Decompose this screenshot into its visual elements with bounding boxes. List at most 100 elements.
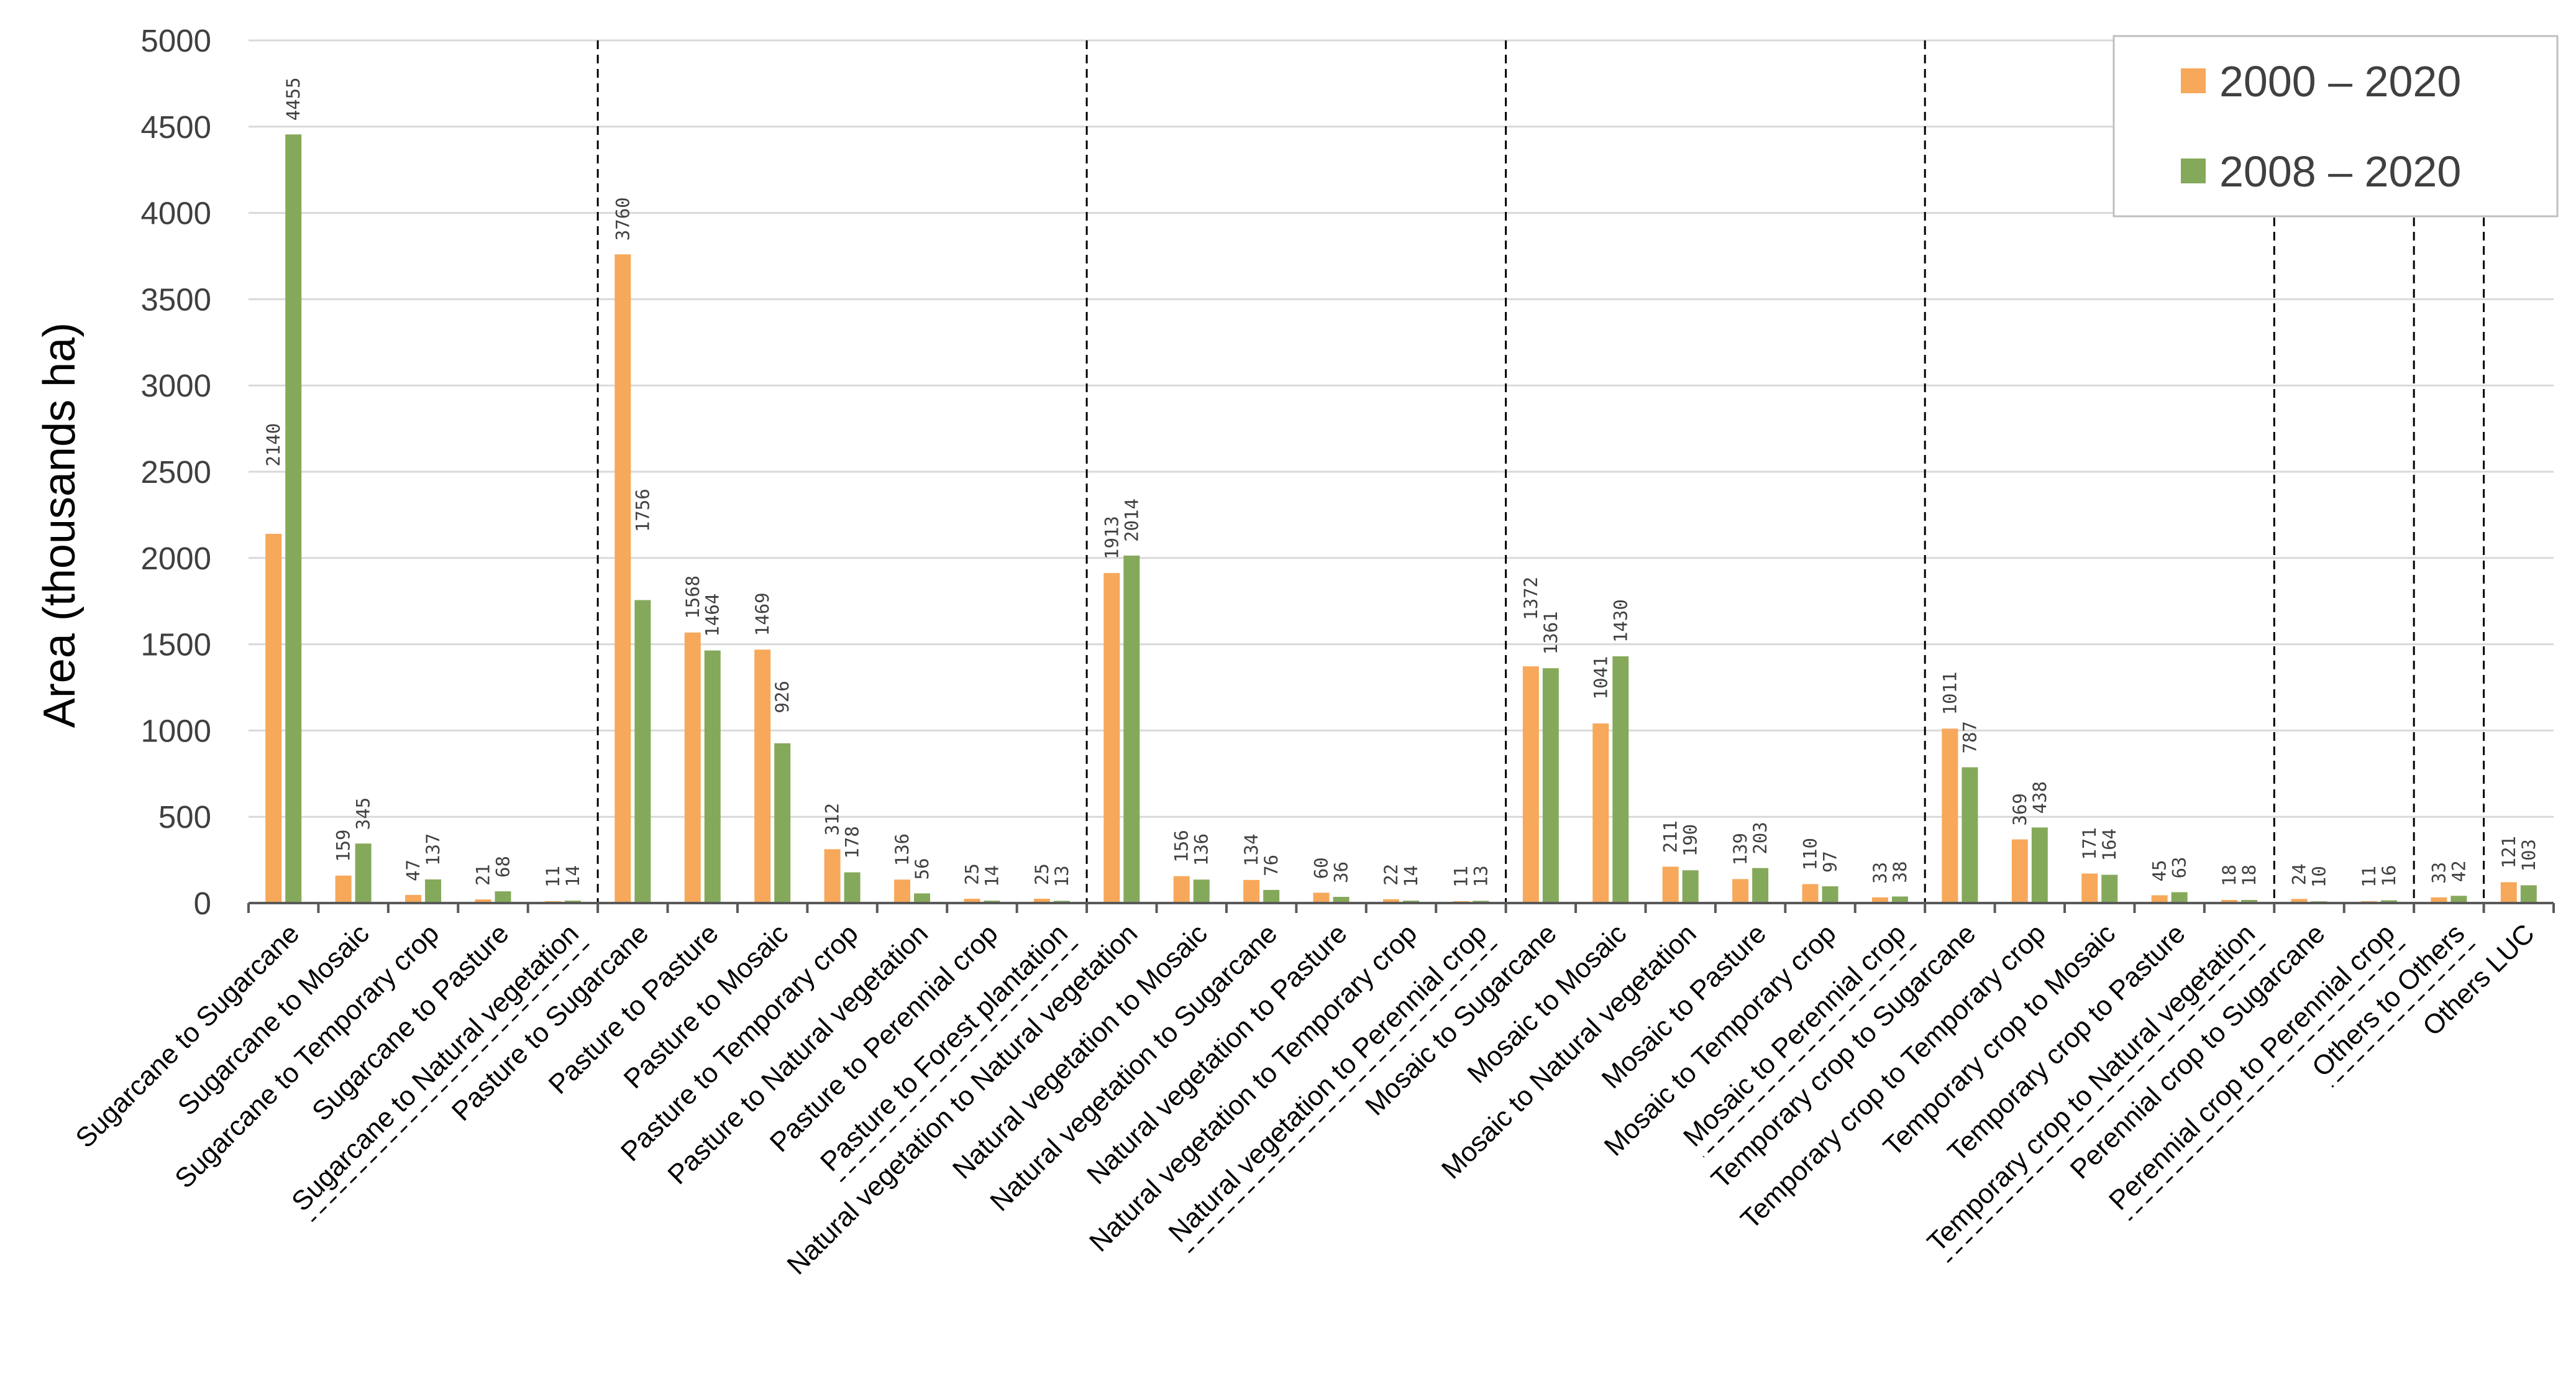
data-label-others-luc-2000-2020: 121	[2498, 836, 2519, 868]
bar-sugarcane-to-sugarcane-2000-2020	[265, 533, 282, 903]
data-label-others-to-others-2008-2020: 42	[2448, 860, 2469, 882]
data-label-natural-vegetation-to-perennial-crop-2000-2020: 11	[1450, 866, 1471, 888]
bar-mosaic-to-mosaic-2008-2020	[1612, 656, 1629, 903]
bar-temporary-crop-to-natural-vegetation-2008-2020	[2241, 900, 2258, 903]
data-label-natural-vegetation-to-sugarcane-2000-2020: 134	[1241, 833, 1262, 866]
bar-temporary-crop-to-temporary-crop-2008-2020	[2031, 827, 2048, 903]
data-label-temporary-crop-to-sugarcane-2008-2020: 787	[1959, 721, 1980, 753]
bar-temporary-crop-to-mosaic-2008-2020	[2101, 874, 2118, 903]
data-label-sugarcane-to-sugarcane-2008-2020: 4455	[283, 77, 304, 121]
data-label-mosaic-to-temporary-crop-2008-2020: 97	[1820, 851, 1841, 873]
bar-temporary-crop-to-natural-vegetation-2000-2020	[2221, 900, 2238, 903]
y-tick-label-2000: 2000	[141, 541, 211, 576]
bar-mosaic-to-pasture-2000-2020	[1732, 879, 1749, 903]
data-label-pasture-to-forest-plantation-2000-2020: 25	[1031, 863, 1053, 885]
category-underline	[311, 943, 590, 1223]
bar-mosaic-to-sugarcane-2000-2020	[1522, 666, 1539, 903]
data-label-mosaic-to-pasture-2000-2020: 139	[1730, 833, 1751, 865]
data-label-natural-vegetation-to-mosaic-2008-2020: 136	[1191, 833, 1212, 866]
bar-mosaic-to-mosaic-2000-2020	[1592, 723, 1609, 903]
bar-pasture-to-temporary-crop-2000-2020	[824, 849, 841, 903]
bar-temporary-crop-to-pasture-2000-2020	[2151, 895, 2168, 903]
data-label-pasture-to-mosaic-2000-2020: 1469	[752, 592, 773, 636]
data-label-pasture-to-pasture-2000-2020: 1568	[682, 576, 703, 619]
data-label-natural-vegetation-to-temporary-crop-2000-2020: 22	[1381, 864, 1402, 886]
data-label-temporary-crop-to-natural-vegetation-2000-2020: 18	[2219, 865, 2240, 886]
bar-natural-vegetation-to-natural-vegetation-2000-2020	[1103, 572, 1120, 903]
data-label-sugarcane-to-sugarcane-2000-2020: 2140	[263, 423, 284, 467]
data-label-temporary-crop-to-pasture-2000-2020: 45	[2149, 860, 2170, 882]
y-tick-label-4000: 4000	[141, 196, 211, 231]
data-label-mosaic-to-sugarcane-2008-2020: 1361	[1540, 611, 1561, 654]
data-label-sugarcane-to-mosaic-2008-2020: 345	[353, 797, 374, 830]
data-label-natural-vegetation-to-sugarcane-2008-2020: 76	[1261, 855, 1282, 876]
bar-mosaic-to-perennial-crop-2000-2020	[1871, 897, 1888, 903]
data-label-sugarcane-to-natural-vegetation-2000-2020: 11	[542, 866, 564, 888]
category-underline	[2331, 943, 2476, 1088]
bar-perennial-crop-to-sugarcane-2000-2020	[2291, 899, 2308, 903]
bar-temporary-crop-to-sugarcane-2008-2020	[1962, 767, 1978, 903]
category-underline	[1702, 943, 1917, 1158]
bar-temporary-crop-to-sugarcane-2000-2020	[1942, 728, 1958, 903]
bar-pasture-to-mosaic-2000-2020	[754, 649, 771, 903]
bar-mosaic-to-pasture-2008-2020	[1752, 868, 1769, 903]
bar-mosaic-to-temporary-crop-2000-2020	[1802, 884, 1819, 903]
bar-mosaic-to-natural-vegetation-2000-2020	[1662, 866, 1679, 903]
legend: 2000 – 2020 2008 – 2020	[2112, 35, 2559, 218]
category-underline	[1187, 943, 1498, 1254]
bar-pasture-to-natural-vegetation-2008-2020	[914, 893, 931, 903]
data-label-temporary-crop-to-pasture-2008-2020: 63	[2169, 857, 2190, 879]
y-tick-label-1000: 1000	[141, 713, 211, 748]
category-label-sugarcane-to-temporary-crop: Sugarcane to Temporary crop	[169, 918, 445, 1194]
bar-natural-vegetation-to-mosaic-2000-2020	[1173, 876, 1190, 903]
bar-mosaic-to-sugarcane-2008-2020	[1542, 668, 1559, 903]
data-label-natural-vegetation-to-pasture-2008-2020: 36	[1331, 861, 1352, 883]
data-label-natural-vegetation-to-perennial-crop-2008-2020: 13	[1470, 865, 1491, 887]
data-label-pasture-to-sugarcane-2000-2020: 3760	[612, 197, 633, 241]
bar-temporary-crop-to-pasture-2008-2020	[2171, 892, 2188, 903]
bar-temporary-crop-to-mosaic-2000-2020	[2081, 873, 2098, 903]
data-label-natural-vegetation-to-mosaic-2000-2020: 156	[1171, 830, 1192, 862]
bar-sugarcane-to-pasture-2000-2020	[475, 899, 491, 903]
data-label-temporary-crop-to-sugarcane-2000-2020: 1011	[1939, 672, 1960, 715]
bar-pasture-to-mosaic-2008-2020	[774, 743, 791, 903]
category-underline	[2128, 943, 2406, 1221]
bar-pasture-to-pasture-2000-2020	[684, 632, 701, 903]
data-label-mosaic-to-temporary-crop-2000-2020: 110	[1800, 838, 1821, 870]
data-label-pasture-to-pasture-2008-2020: 1464	[702, 594, 723, 637]
bar-pasture-to-temporary-crop-2008-2020	[844, 872, 861, 903]
bar-sugarcane-to-mosaic-2000-2020	[335, 875, 352, 903]
data-label-temporary-crop-to-natural-vegetation-2008-2020: 18	[2239, 865, 2260, 886]
data-label-mosaic-to-natural-vegetation-2008-2020: 190	[1680, 824, 1701, 856]
bar-natural-vegetation-to-temporary-crop-2000-2020	[1383, 899, 1399, 903]
data-label-perennial-crop-to-sugarcane-2000-2020: 24	[2289, 863, 2310, 885]
legend-label-2008-2020: 2008 – 2020	[2219, 147, 2461, 196]
data-label-pasture-to-sugarcane-2008-2020: 1756	[632, 489, 653, 532]
category-label-natural-vegetation-to-mosaic: Natural vegetation to Mosaic	[947, 918, 1213, 1185]
y-axis-label: Area (thousands ha)	[35, 323, 84, 728]
data-label-natural-vegetation-to-temporary-crop-2008-2020: 14	[1400, 865, 1422, 887]
data-label-pasture-to-perennial-crop-2000-2020: 25	[961, 863, 982, 885]
bar-pasture-to-forest-plantation-2000-2020	[1033, 899, 1050, 903]
data-label-perennial-crop-to-perennial-crop-2008-2020: 16	[2378, 865, 2400, 887]
bar-perennial-crop-to-perennial-crop-2008-2020	[2380, 900, 2397, 903]
bar-natural-vegetation-to-natural-vegetation-2008-2020	[1123, 555, 1140, 903]
bar-sugarcane-to-temporary-crop-2000-2020	[405, 894, 422, 903]
y-tick-label-0: 0	[194, 886, 211, 921]
bar-natural-vegetation-to-mosaic-2008-2020	[1193, 879, 1210, 903]
data-label-temporary-crop-to-temporary-crop-2000-2020: 369	[2009, 793, 2030, 825]
bar-natural-vegetation-to-sugarcane-2000-2020	[1243, 879, 1260, 903]
y-tick-label-5000: 5000	[141, 23, 211, 58]
bar-others-luc-2008-2020	[2520, 885, 2537, 903]
category-underline	[839, 943, 1079, 1183]
data-label-mosaic-to-pasture-2008-2020: 203	[1750, 822, 1771, 854]
data-label-pasture-to-temporary-crop-2008-2020: 178	[842, 826, 863, 858]
data-label-perennial-crop-to-sugarcane-2008-2020: 10	[2309, 866, 2330, 888]
group-separators	[596, 40, 2485, 903]
data-label-pasture-to-natural-vegetation-2008-2020: 56	[911, 858, 933, 880]
bar-natural-vegetation-to-pasture-2000-2020	[1313, 892, 1330, 903]
data-label-natural-vegetation-to-natural-vegetation-2000-2020: 1913	[1101, 516, 1122, 559]
data-label-mosaic-to-sugarcane-2000-2020: 1372	[1520, 577, 1541, 620]
